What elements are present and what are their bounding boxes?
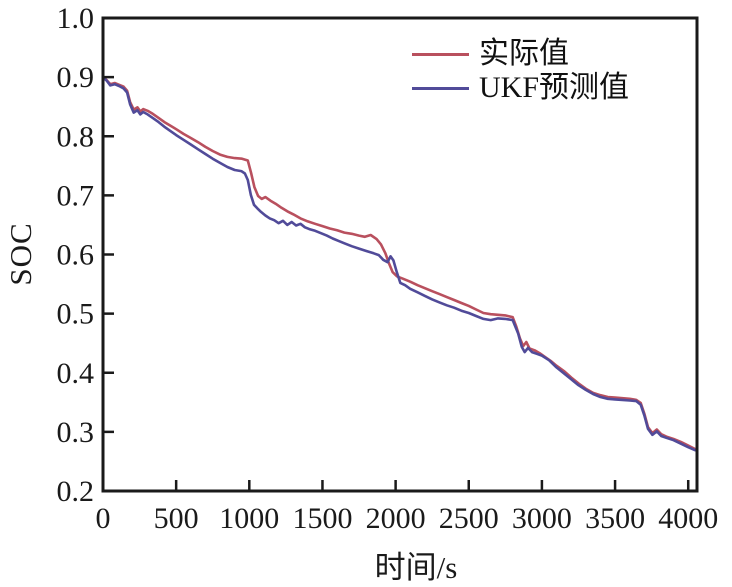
y-tick-label: 0.3 [57, 416, 95, 449]
x-tick-label: 500 [154, 502, 199, 535]
x-tick-label: 0 [96, 502, 111, 535]
y-tick-label: 0.5 [57, 298, 95, 331]
legend-line-ukf-icon [412, 86, 469, 90]
legend-item-ukf: UKF预测值 [412, 71, 629, 105]
x-tick-label: 4000 [658, 502, 718, 535]
x-tick-label: 2000 [366, 502, 426, 535]
x-tick-label: 3000 [512, 502, 572, 535]
x-axis-title: 时间/s [374, 550, 458, 585]
x-tick-label: 2500 [439, 502, 499, 535]
y-tick-label: 0.7 [57, 179, 95, 212]
y-tick-label: 0.9 [57, 61, 95, 94]
legend-label-actual: 实际值 [479, 37, 569, 70]
plot-border [101, 16, 699, 493]
y-tick-label: 0.2 [57, 475, 95, 508]
x-tick-label: 3500 [585, 502, 645, 535]
y-tick-label: 0.6 [57, 239, 95, 272]
legend-line-actual-icon [412, 52, 469, 56]
x-tick-label: 1000 [219, 502, 279, 535]
legend-item-actual: 实际值 [412, 37, 629, 71]
y-tick-label: 0.8 [57, 120, 95, 153]
legend-label-ukf: UKF预测值 [479, 71, 630, 104]
y-axis-title: SOC [3, 222, 38, 286]
series-line-ukf [101, 75, 697, 452]
legend: 实际值 UKF预测值 [412, 37, 629, 105]
x-tick-label: 1500 [292, 502, 352, 535]
y-tick-label: 1.0 [57, 2, 95, 35]
y-tick-label: 0.4 [57, 357, 95, 390]
series-line-actual [101, 75, 697, 451]
